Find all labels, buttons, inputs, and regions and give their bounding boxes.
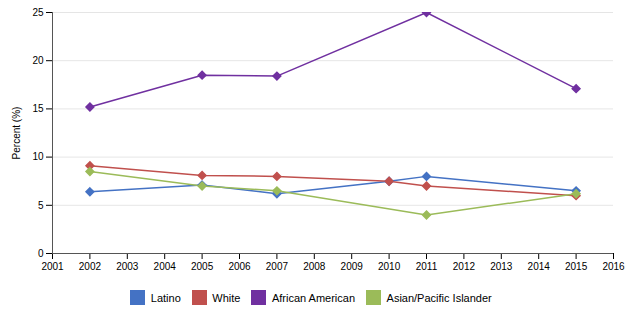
- html-text:White: White: [212, 291, 241, 304]
- html-text:Asian/Pacific Islander: Asian/Pacific Islander: [386, 291, 492, 304]
- svg-text:2016: 2016: [602, 261, 625, 272]
- svg-text:2007: 2007: [266, 261, 289, 272]
- svg-text:2001: 2001: [41, 261, 64, 272]
- svg-text:2013: 2013: [490, 261, 513, 272]
- svg-text:2004: 2004: [154, 261, 177, 272]
- svg-text:2005: 2005: [191, 261, 214, 272]
- html-text:African American: African American: [271, 291, 355, 304]
- svg-text:15: 15: [32, 103, 44, 114]
- svg-text:2003: 2003: [116, 261, 139, 272]
- svg-text:2015: 2015: [565, 261, 588, 272]
- svg-text:2009: 2009: [341, 261, 364, 272]
- svg-text:2002: 2002: [79, 261, 102, 272]
- svg-text:25: 25: [32, 7, 44, 18]
- svg-text:2011: 2011: [416, 261, 438, 272]
- svg-text:0: 0: [38, 248, 44, 259]
- svg-text:2014: 2014: [528, 261, 551, 272]
- svg-text:20: 20: [32, 55, 44, 66]
- svg-text:2008: 2008: [303, 261, 326, 272]
- svg-text:Percent (%): Percent (%): [11, 107, 22, 160]
- svg-text:5: 5: [38, 200, 44, 211]
- svg-text:2010: 2010: [378, 261, 401, 272]
- svg-text:2006: 2006: [228, 261, 251, 272]
- html-text:Latino: Latino: [150, 291, 181, 304]
- svg-text:10: 10: [32, 151, 44, 162]
- svg-text:2012: 2012: [453, 261, 476, 272]
